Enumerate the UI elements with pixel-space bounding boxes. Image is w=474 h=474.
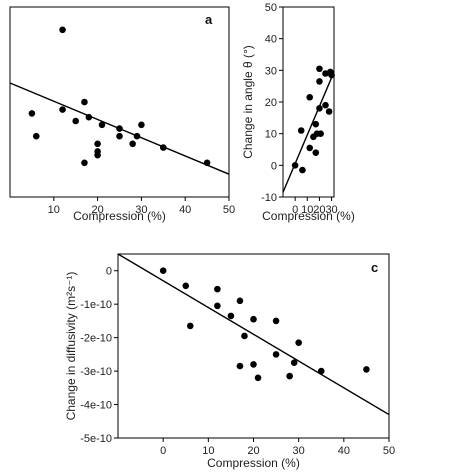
x-axis-label: Compression (%) [262,209,355,223]
x-tick-label: 10 [48,204,60,216]
data-point [291,162,299,169]
data-point [186,322,194,330]
data-point [299,166,306,174]
data-point [227,312,235,320]
data-point [159,267,167,275]
data-point [214,302,221,310]
data-point [59,26,66,34]
y-tick-label: 20 [265,97,277,109]
y-tick-label: -5e-10 [80,433,112,445]
data-point [297,127,305,134]
data-point [160,144,167,151]
data-point [182,282,190,290]
x-tick-label: 0 [160,445,166,457]
chart-panel-3: 0 10 20 30 40 50 0 -1e-10 -2e-10 -3e-10 -4e-10 -5e-… [64,253,395,470]
panel-label: a [205,12,213,27]
y-tick-label: 40 [265,34,277,46]
data-point [312,120,320,128]
data-point [295,339,302,346]
data-point [286,372,293,380]
data-point [317,130,324,137]
data-point [306,93,314,101]
x-tick-label: 0 [292,204,298,216]
y-tick-label: -3e-10 [80,366,112,378]
data-point [272,351,280,358]
data-point [32,132,40,140]
x-tick-label: 30 [135,204,147,216]
plot-frame [9,6,230,198]
y-axis-label: Change in diffusivity (m²s⁻¹) [64,272,78,421]
data-point [94,151,101,159]
x-tick-label: 30 [325,204,337,216]
data-point [81,159,88,167]
data-point [98,121,106,129]
x-tick-label: 40 [179,204,191,216]
x-axis-label: Compression (%) [207,456,300,470]
x-tick-label: 20 [91,204,103,216]
chart-panel-1: 10 20 30 40 50 Compression (%) a [9,6,235,223]
data-point [250,361,257,368]
plot-frame [117,253,390,439]
x-axis-label: Compression (%) [73,209,166,223]
data-point [85,113,93,121]
y-axis-label: Change in angle θ (°) [241,45,255,159]
data-point [250,315,257,323]
x-tick-label: 20 [313,204,325,216]
y-tick-label: 0 [106,266,112,278]
y-tick-label: 10 [265,129,277,141]
data-point [312,149,320,156]
data-point [72,117,79,125]
x-tick-label: 30 [293,445,305,457]
y-tick-label: -10 [261,192,277,204]
data-point [236,362,244,370]
regression-line [282,71,335,193]
y-tick-label: 30 [265,65,277,77]
data-point [322,101,329,109]
x-tick-label: 10 [202,445,214,457]
data-point [133,132,141,140]
x-tick-label: 50 [223,204,235,216]
data-point [317,367,325,375]
data-point [254,374,262,382]
x-tick-label: 20 [247,445,259,457]
data-point [129,140,136,148]
data-point [306,144,314,152]
data-point [272,317,280,325]
data-point [28,110,36,117]
data-point [94,140,101,148]
data-point [325,108,333,115]
data-point [59,106,66,113]
data-point [116,132,123,140]
y-tick-label: -1e-10 [80,299,112,311]
data-point [203,159,211,167]
data-point [116,125,123,132]
y-tick-label: 50 [265,2,277,14]
data-point [363,366,370,373]
y-tick-label: -2e-10 [80,333,112,345]
panel-label: c [371,260,378,275]
data-point [138,121,145,129]
x-tick-label: 40 [338,445,350,457]
data-point [241,332,248,340]
data-point [236,297,244,305]
data-point [214,285,221,293]
x-tick-label: 50 [383,445,395,457]
y-tick-label: 0 [271,160,277,172]
data-point [316,65,323,73]
data-point [81,98,88,106]
data-point [328,71,335,79]
data-point [290,359,298,367]
data-point [316,105,323,112]
x-tick-label: 10 [301,204,313,216]
y-tick-label: -4e-10 [80,400,112,412]
regression-line [117,253,390,416]
data-point [316,78,323,85]
